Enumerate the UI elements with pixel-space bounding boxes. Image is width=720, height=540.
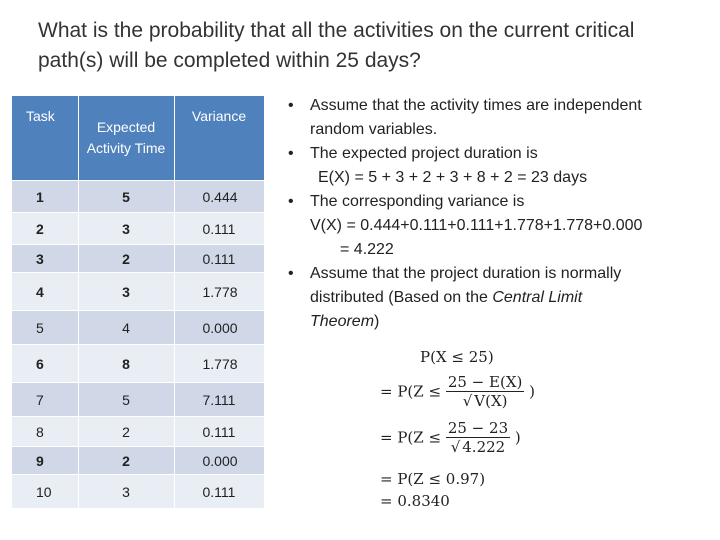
cell-expected-time: 8 [78,344,175,383]
bullet-text-part: distributed (Based on the [310,289,493,306]
fraction-denominator: √ 4.222 [450,437,506,456]
math-fraction: 25 − E(X) √ V(X) [445,373,525,411]
bullet-dot: • [288,265,294,282]
cell-variance: 1.778 [174,344,265,383]
header-task: Task [12,96,79,181]
expected-duration-formula: E(X) = 5 + 3 + 2 + 3 + 8 + 2 = 23 days [318,169,588,186]
cell-task: 10 [12,474,79,509]
bullet-variance: • The corresponding variance is V(X) = 0… [284,190,704,262]
math-line-3: = P(Z ≤ 25 − 23 √ 4.222 ) [380,420,521,457]
bullet-text: distributed (Based on the Central Limit [310,286,704,310]
math-text: ) [514,428,521,447]
cell-variance: 0.111 [174,212,265,245]
cell-variance: 0.111 [174,416,265,447]
math-text: ) [529,382,535,401]
cell-expected-time: 3 [78,212,175,245]
header-variance: Variance [174,96,265,181]
cell-variance: 0.111 [174,244,265,273]
sqrt-content: 4.222 [460,437,506,456]
math-line-2: = P(Z ≤ 25 − E(X) √ V(X) ) [380,374,535,411]
sqrt-content: V(X) [472,391,508,410]
bullet-text-part: ) [374,313,380,330]
math-text: = P(Z ≤ [380,428,442,447]
cell-expected-time: 4 [78,310,175,345]
bullet-text: random variables. [310,121,438,138]
table-body: 1 5 0.444 2 3 0.111 3 2 0.111 4 3 1.778 5 4 0.000 6 8 1.7… [12,180,265,509]
cell-variance: 1.778 [174,272,265,311]
table-row: 6 8 1.778 [12,344,265,383]
table-row: 1 5 0.444 [12,180,265,213]
fraction-numerator: 25 − E(X) [445,373,525,392]
bullet-list: • Assume that the activity times are ind… [284,94,704,334]
table-row: 8 2 0.111 [12,416,265,447]
cell-task: 2 [12,212,79,245]
bullet-text: Assume that the activity times are indep… [310,97,642,114]
bullet-text: The corresponding variance is [310,193,525,210]
cell-variance: 7.111 [174,382,265,417]
cell-variance: 0.111 [174,474,265,509]
cell-expected-time: 2 [78,416,175,447]
cell-task: 3 [12,244,79,273]
table-row: 2 3 0.111 [12,212,265,245]
bullet-dot: • [288,97,294,114]
table-row: 3 2 0.111 [12,244,265,273]
cell-expected-time: 3 [78,272,175,311]
bullet-expected-duration: • The expected project duration is E(X) … [284,142,704,190]
bullet-normal-assumption: • Assume that the project duration is no… [284,262,704,334]
bullet-text: Assume that the project duration is norm… [310,265,622,282]
cell-expected-time: 2 [78,244,175,273]
math-line-1: P(X ≤ 25) [420,348,494,366]
cell-expected-time: 5 [78,180,175,213]
table-row: 10 3 0.111 [12,474,265,509]
fraction-denominator: √ V(X) [462,391,508,410]
table-row: 5 4 0.000 [12,310,265,345]
bullet-text: Theorem) [310,310,704,334]
table-row: 9 2 0.000 [12,446,265,475]
bullet-independence: • Assume that the activity times are ind… [284,94,704,142]
bullet-dot: • [288,193,294,210]
cell-task: 5 [12,310,79,345]
table-row: 7 5 7.111 [12,382,265,417]
table-row: 4 3 1.778 [12,272,265,311]
probability-derivation: P(X ≤ 25) = P(Z ≤ 25 − E(X) √ V(X) ) = P(… [380,348,580,518]
cell-task: 9 [12,446,79,475]
cell-task: 7 [12,382,79,417]
cell-task: 8 [12,416,79,447]
cell-variance: 0.000 [174,310,265,345]
math-text: = P(Z ≤ [380,382,442,401]
cell-variance: 0.444 [174,180,265,213]
cell-task: 6 [12,344,79,383]
variance-result: = 4.222 [340,241,394,258]
cell-task: 4 [12,272,79,311]
cell-expected-time: 5 [78,382,175,417]
fraction-numerator: 25 − 23 [445,419,511,438]
cell-variance: 0.000 [174,446,265,475]
table-header-row: Task Expected Activity Time Variance [12,96,265,181]
header-expected-time: Expected Activity Time [78,96,175,181]
math-fraction: 25 − 23 √ 4.222 [445,419,511,457]
bullet-text-emphasis: Theorem [310,313,375,330]
bullet-dot: • [288,145,294,162]
cell-expected-time: 3 [78,474,175,509]
variance-formula: V(X) = 0.444+0.111+0.111+1.778+1.778+0.0… [310,217,643,234]
cell-task: 1 [12,180,79,213]
bullet-text: The expected project duration is [310,145,538,162]
math-line-4: = P(Z ≤ 0.97) [380,470,486,488]
math-line-5: = 0.8340 [380,492,450,510]
cell-expected-time: 2 [78,446,175,475]
bullet-text-emphasis: Central Limit [492,289,583,306]
slide-title: What is the probability that all the act… [38,19,635,72]
